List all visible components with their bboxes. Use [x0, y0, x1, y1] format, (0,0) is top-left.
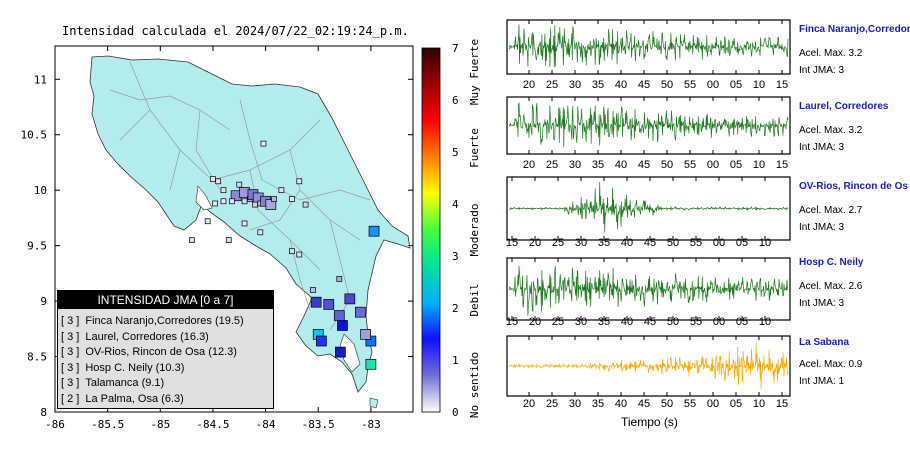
station-marker	[289, 196, 295, 202]
map-frame	[54, 45, 414, 413]
station-marker	[337, 320, 348, 331]
legend-level: [ 3 ]	[61, 315, 80, 327]
lat-tick-label: 9.5	[27, 240, 47, 253]
station-marker	[336, 276, 343, 282]
island	[369, 397, 379, 409]
lat-tick-label: 8.5	[27, 351, 47, 364]
legend-level: [ 3 ]	[61, 346, 80, 358]
trace-intensity: Int JMA: 3	[799, 65, 845, 76]
x-axis-label: Tiempo (s)	[621, 415, 678, 429]
lat-tick-label: 9	[40, 295, 47, 308]
legend-item: [ 3 ] Hosp C. Neily (10.3)	[58, 361, 273, 377]
legend-item: [ 2 ] La Palma, Osa (6.3)	[58, 392, 273, 408]
station-marker	[296, 178, 303, 185]
trace-intensity: Int JMA: 3	[799, 142, 845, 153]
lat-tick-label: 8	[40, 406, 47, 419]
trace-name: Laurel, Corredores	[799, 101, 889, 112]
station-marker	[236, 181, 243, 188]
station-marker	[355, 306, 366, 318]
trace-intensity: Int JMA: 1	[799, 376, 845, 387]
legend-title: INTENSIDAD JMA [0 a 7]	[58, 291, 273, 309]
station-marker	[334, 346, 346, 358]
longitude-axis: -86 -85.5 -85 -84.5 -84 -83.5 -83	[45, 46, 381, 431]
lon-tick-label: -85	[150, 418, 170, 431]
legend-item: [ 3 ] Laurel, Corredores (16.3)	[58, 330, 273, 346]
dulce-gulf	[339, 333, 361, 373]
station-marker	[215, 178, 222, 185]
trace-accel: Acel. Max. 3.2	[799, 48, 863, 59]
lat-tick-label: 10.5	[21, 129, 48, 142]
station-marker	[316, 335, 327, 347]
nicoya-gulf	[195, 185, 213, 211]
trace-intensity: Int JMA: 3	[799, 222, 845, 233]
legend-list: [ 3 ] Finca Naranjo,Corredores (19.5) [ 3…	[58, 309, 273, 407]
station-marker	[302, 201, 309, 208]
lat-tick-label: 10	[34, 184, 47, 197]
trace-name: La Sabana	[799, 337, 850, 348]
legend-text: Finca Naranjo,Corredores (19.5)	[85, 315, 244, 327]
lon-tick-label: -83	[361, 418, 381, 431]
lon-tick-label: -84.5	[196, 418, 229, 431]
legend-item: [ 3 ] Talamanca (9.1)	[58, 376, 273, 392]
chart-title: Intensidad calculada el 2024/07/22_02:19…	[62, 24, 409, 38]
station-marker	[271, 196, 277, 202]
legend-level: [ 3 ]	[61, 377, 80, 389]
lon-tick-label: -83.5	[302, 418, 335, 431]
station-marker	[252, 201, 258, 208]
legend-item: [ 3 ] OV-Rios, Rincon de Osa (12.3)	[58, 345, 273, 361]
station-marker	[265, 199, 277, 210]
station-marker	[323, 299, 335, 310]
lon-tick-label: -85.5	[91, 418, 124, 431]
legend-level: [ 3 ]	[61, 330, 80, 343]
station-marker	[344, 293, 356, 305]
station-marker	[210, 176, 216, 182]
legend-level: [ 3 ]	[61, 361, 80, 374]
station-marker	[189, 237, 195, 243]
legend-text: Hosp C. Neily (10.3)	[85, 361, 185, 374]
legend-item: [ 3 ] Finca Naranjo,Corredores (19.5)	[58, 314, 273, 330]
station-marker	[278, 187, 285, 194]
station-marker	[229, 198, 235, 205]
station-marker	[289, 248, 295, 255]
station-marker	[360, 329, 371, 340]
legend-text: OV-Rios, Rincon de Osa (12.3)	[85, 346, 237, 358]
lon-tick-label: -86	[45, 418, 65, 431]
station-marker	[310, 296, 322, 308]
lon-tick-label: -84	[256, 418, 276, 431]
station-marker	[241, 198, 248, 205]
station-marker	[220, 198, 227, 205]
station-marker	[333, 310, 345, 321]
latitude-axis: 8 8.5 9 9.5 10 10.5 11	[21, 73, 413, 419]
station-marker	[241, 220, 248, 227]
trace-name: Hosp C. Neily	[799, 257, 864, 268]
trace-name: OV-Rios, Rincon de Os	[799, 181, 908, 192]
station-marker	[365, 358, 377, 370]
station-marker	[204, 218, 211, 225]
lat-tick-label: 11	[34, 73, 47, 86]
station-marker	[368, 225, 380, 237]
legend-text: La Palma, Osa (6.3)	[85, 392, 184, 405]
trace-accel: Acel. Max. 3.2	[799, 125, 863, 136]
province-borders	[109, 61, 371, 331]
trace-accel: Acel. Max. 2.7	[799, 205, 863, 216]
station-marker	[220, 187, 227, 194]
station-markers	[189, 140, 380, 370]
legend-text: Talamanca (9.1)	[85, 377, 165, 389]
trace-intensity: Int JMA: 3	[799, 298, 845, 309]
station-marker	[310, 287, 316, 293]
station-marker	[296, 251, 303, 258]
trace-accel: Acel. Max. 0.9	[799, 359, 863, 370]
station-marker	[257, 229, 264, 236]
station-marker	[212, 200, 218, 207]
station-marker	[225, 237, 232, 243]
intensity-legend: INTENSIDAD JMA [0 a 7] [ 3 ] Finca Naranj…	[57, 290, 274, 409]
legend-text: Laurel, Corredores (16.3)	[85, 330, 209, 343]
trace-accel: Acel. Max. 2.6	[799, 281, 863, 292]
trace-name: Finca Naranjo,Corredor	[799, 24, 910, 35]
legend-level: [ 2 ]	[61, 392, 80, 405]
station-marker	[260, 140, 267, 147]
